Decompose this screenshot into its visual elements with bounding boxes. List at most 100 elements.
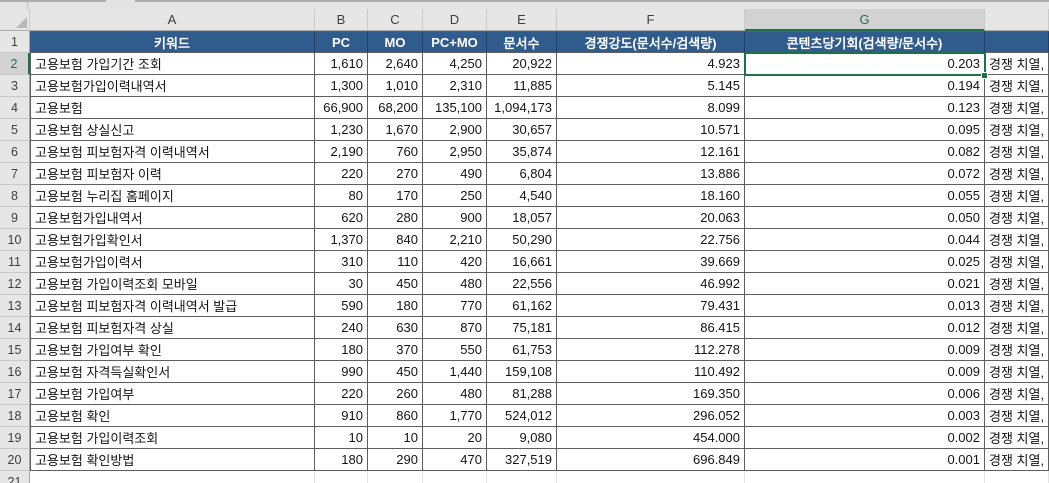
cell-C21[interactable] bbox=[368, 471, 423, 483]
column-header-G[interactable]: G bbox=[745, 9, 985, 31]
row-header-8[interactable]: 8 bbox=[0, 185, 30, 207]
cell-A3[interactable]: 고용보험가입이력내역서 bbox=[30, 75, 315, 97]
row-header-15[interactable]: 15 bbox=[0, 339, 30, 361]
cell-H17[interactable]: 경쟁 치열, bbox=[985, 383, 1049, 405]
cell-C3[interactable]: 1,010 bbox=[368, 75, 423, 97]
cell-C18[interactable]: 860 bbox=[368, 405, 423, 427]
row-header-18[interactable]: 18 bbox=[0, 405, 30, 427]
header-cell-F1[interactable]: 경쟁강도(문서수/검색량) bbox=[557, 31, 745, 53]
cell-A12[interactable]: 고용보험 가입이력조회 모바일 bbox=[30, 273, 315, 295]
header-cell-H1[interactable] bbox=[985, 31, 1049, 53]
cell-H7[interactable]: 경쟁 치열, bbox=[985, 163, 1049, 185]
cell-D2[interactable]: 4,250 bbox=[423, 53, 487, 75]
cell-F3[interactable]: 5.145 bbox=[557, 75, 745, 97]
cell-A19[interactable]: 고용보험 가입이력조회 bbox=[30, 427, 315, 449]
cell-C4[interactable]: 68,200 bbox=[368, 97, 423, 119]
cell-E11[interactable]: 16,661 bbox=[487, 251, 557, 273]
cell-D12[interactable]: 480 bbox=[423, 273, 487, 295]
cell-G2[interactable]: 0.203 bbox=[745, 53, 985, 75]
cell-H19[interactable]: 경쟁 치열, bbox=[985, 427, 1049, 449]
cell-F14[interactable]: 86.415 bbox=[557, 317, 745, 339]
cell-G3[interactable]: 0.194 bbox=[745, 75, 985, 97]
cell-B6[interactable]: 2,190 bbox=[315, 141, 368, 163]
cell-F11[interactable]: 39.669 bbox=[557, 251, 745, 273]
cell-B20[interactable]: 180 bbox=[315, 449, 368, 471]
cell-G8[interactable]: 0.055 bbox=[745, 185, 985, 207]
cell-F18[interactable]: 296.052 bbox=[557, 405, 745, 427]
cell-H20[interactable]: 경쟁 치열, bbox=[985, 449, 1049, 471]
cell-A9[interactable]: 고용보험가입내역서 bbox=[30, 207, 315, 229]
cell-D17[interactable]: 480 bbox=[423, 383, 487, 405]
cell-F17[interactable]: 169.350 bbox=[557, 383, 745, 405]
cell-D7[interactable]: 490 bbox=[423, 163, 487, 185]
cell-A6[interactable]: 고용보험 피보험자격 이력내역서 bbox=[30, 141, 315, 163]
cell-E5[interactable]: 30,657 bbox=[487, 119, 557, 141]
row-header-19[interactable]: 19 bbox=[0, 427, 30, 449]
cell-F8[interactable]: 18.160 bbox=[557, 185, 745, 207]
cell-G12[interactable]: 0.021 bbox=[745, 273, 985, 295]
cell-B11[interactable]: 310 bbox=[315, 251, 368, 273]
cell-C20[interactable]: 290 bbox=[368, 449, 423, 471]
cell-E10[interactable]: 50,290 bbox=[487, 229, 557, 251]
cell-C13[interactable]: 180 bbox=[368, 295, 423, 317]
cell-D13[interactable]: 770 bbox=[423, 295, 487, 317]
cell-D15[interactable]: 550 bbox=[423, 339, 487, 361]
cell-A8[interactable]: 고용보험 누리집 홈페이지 bbox=[30, 185, 315, 207]
cell-A14[interactable]: 고용보험 피보험자격 상실 bbox=[30, 317, 315, 339]
header-cell-A1[interactable]: 키워드 bbox=[30, 31, 315, 53]
cell-E20[interactable]: 327,519 bbox=[487, 449, 557, 471]
cell-G9[interactable]: 0.050 bbox=[745, 207, 985, 229]
cell-F2[interactable]: 4.923 bbox=[557, 53, 745, 75]
cell-A18[interactable]: 고용보험 확인 bbox=[30, 405, 315, 427]
cell-D14[interactable]: 870 bbox=[423, 317, 487, 339]
cell-G4[interactable]: 0.123 bbox=[745, 97, 985, 119]
cell-A21[interactable] bbox=[30, 471, 315, 483]
cell-B2[interactable]: 1,610 bbox=[315, 53, 368, 75]
column-header-D[interactable]: D bbox=[423, 9, 487, 31]
cell-E9[interactable]: 18,057 bbox=[487, 207, 557, 229]
cell-B21[interactable] bbox=[315, 471, 368, 483]
cell-E7[interactable]: 6,804 bbox=[487, 163, 557, 185]
cell-F19[interactable]: 454.000 bbox=[557, 427, 745, 449]
cell-D3[interactable]: 2,310 bbox=[423, 75, 487, 97]
cell-D18[interactable]: 1,770 bbox=[423, 405, 487, 427]
cell-C14[interactable]: 630 bbox=[368, 317, 423, 339]
cell-C7[interactable]: 270 bbox=[368, 163, 423, 185]
cell-D9[interactable]: 900 bbox=[423, 207, 487, 229]
cell-E18[interactable]: 524,012 bbox=[487, 405, 557, 427]
row-header-5[interactable]: 5 bbox=[0, 119, 30, 141]
cell-H16[interactable]: 경쟁 치열, bbox=[985, 361, 1049, 383]
cell-G18[interactable]: 0.003 bbox=[745, 405, 985, 427]
cell-H13[interactable]: 경쟁 치열, bbox=[985, 295, 1049, 317]
cell-C17[interactable]: 260 bbox=[368, 383, 423, 405]
cell-A13[interactable]: 고용보험 피보험자격 이력내역서 발급 bbox=[30, 295, 315, 317]
cell-C6[interactable]: 760 bbox=[368, 141, 423, 163]
cell-A17[interactable]: 고용보험 가입여부 bbox=[30, 383, 315, 405]
column-header-B[interactable]: B bbox=[315, 9, 368, 31]
column-header-C[interactable]: C bbox=[368, 9, 423, 31]
cell-F16[interactable]: 110.492 bbox=[557, 361, 745, 383]
cell-B15[interactable]: 180 bbox=[315, 339, 368, 361]
cell-A15[interactable]: 고용보험 가입여부 확인 bbox=[30, 339, 315, 361]
cell-B7[interactable]: 220 bbox=[315, 163, 368, 185]
row-header-14[interactable]: 14 bbox=[0, 317, 30, 339]
column-header-E[interactable]: E bbox=[487, 9, 557, 31]
row-header-21[interactable]: 21 bbox=[0, 471, 30, 483]
cell-G20[interactable]: 0.001 bbox=[745, 449, 985, 471]
cell-H2[interactable]: 경쟁 치열, bbox=[985, 53, 1049, 75]
cell-G21[interactable] bbox=[745, 471, 985, 483]
cell-F12[interactable]: 46.992 bbox=[557, 273, 745, 295]
row-header-3[interactable]: 3 bbox=[0, 75, 30, 97]
cell-F9[interactable]: 20.063 bbox=[557, 207, 745, 229]
row-header-2[interactable]: 2 bbox=[0, 53, 30, 75]
cell-G16[interactable]: 0.009 bbox=[745, 361, 985, 383]
cell-F10[interactable]: 22.756 bbox=[557, 229, 745, 251]
cell-C9[interactable]: 280 bbox=[368, 207, 423, 229]
cell-C11[interactable]: 110 bbox=[368, 251, 423, 273]
row-header-9[interactable]: 9 bbox=[0, 207, 30, 229]
cell-A20[interactable]: 고용보험 확인방법 bbox=[30, 449, 315, 471]
cell-H10[interactable]: 경쟁 치열, bbox=[985, 229, 1049, 251]
cell-D19[interactable]: 20 bbox=[423, 427, 487, 449]
cell-B3[interactable]: 1,300 bbox=[315, 75, 368, 97]
cell-A11[interactable]: 고용보험가입이력서 bbox=[30, 251, 315, 273]
